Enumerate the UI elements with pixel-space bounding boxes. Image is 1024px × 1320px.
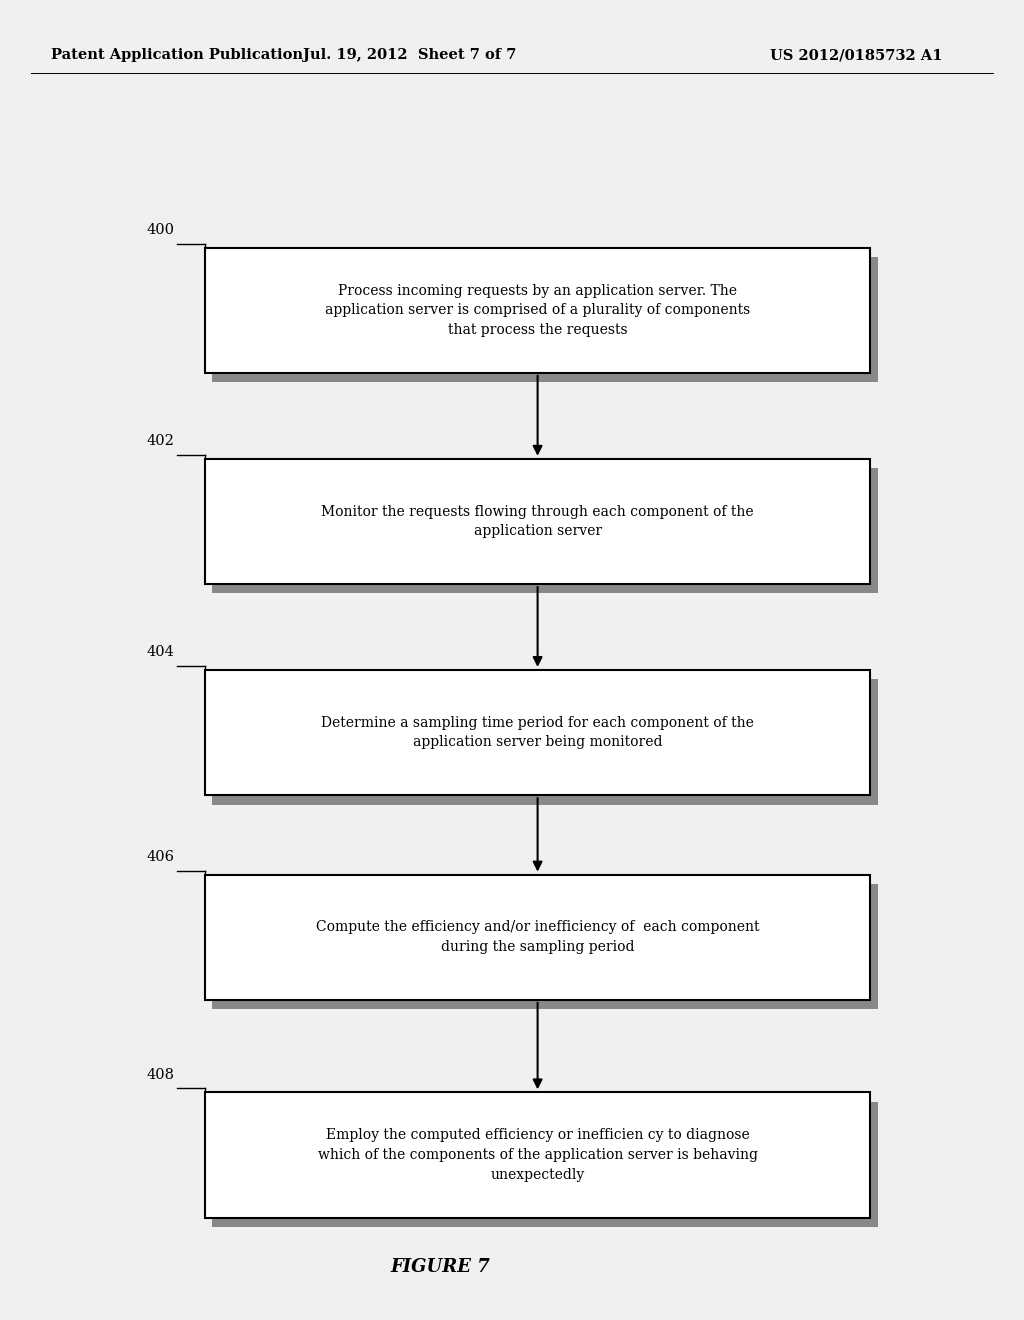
Text: FIGURE 7: FIGURE 7 <box>390 1258 490 1276</box>
Text: Jul. 19, 2012  Sheet 7 of 7: Jul. 19, 2012 Sheet 7 of 7 <box>303 49 516 62</box>
Text: 404: 404 <box>146 645 174 660</box>
Bar <box>205 669 870 795</box>
Bar <box>205 874 870 1001</box>
Bar <box>205 248 870 372</box>
Bar <box>212 256 878 383</box>
Text: 402: 402 <box>146 434 174 449</box>
Text: US 2012/0185732 A1: US 2012/0185732 A1 <box>770 49 942 62</box>
Text: Compute the efficiency and/or inefficiency of  each component
during the samplin: Compute the efficiency and/or inefficien… <box>315 920 760 954</box>
Text: Patent Application Publication: Patent Application Publication <box>51 49 303 62</box>
Text: Determine a sampling time period for each component of the
application server be: Determine a sampling time period for eac… <box>322 715 754 750</box>
Bar <box>212 469 878 594</box>
Text: 406: 406 <box>146 850 174 865</box>
Text: Employ the computed efficiency or inefficien cy to diagnose
which of the compone: Employ the computed efficiency or ineffi… <box>317 1129 758 1181</box>
Bar <box>205 459 870 583</box>
Bar <box>212 884 878 1010</box>
Text: 400: 400 <box>146 223 174 238</box>
Bar <box>212 678 878 804</box>
Text: 408: 408 <box>146 1068 174 1082</box>
Text: Monitor the requests flowing through each component of the
application server: Monitor the requests flowing through eac… <box>322 504 754 539</box>
Bar <box>205 1093 870 1217</box>
Bar <box>212 1101 878 1228</box>
Text: Process incoming requests by an application server. The
application server is co: Process incoming requests by an applicat… <box>325 284 751 337</box>
